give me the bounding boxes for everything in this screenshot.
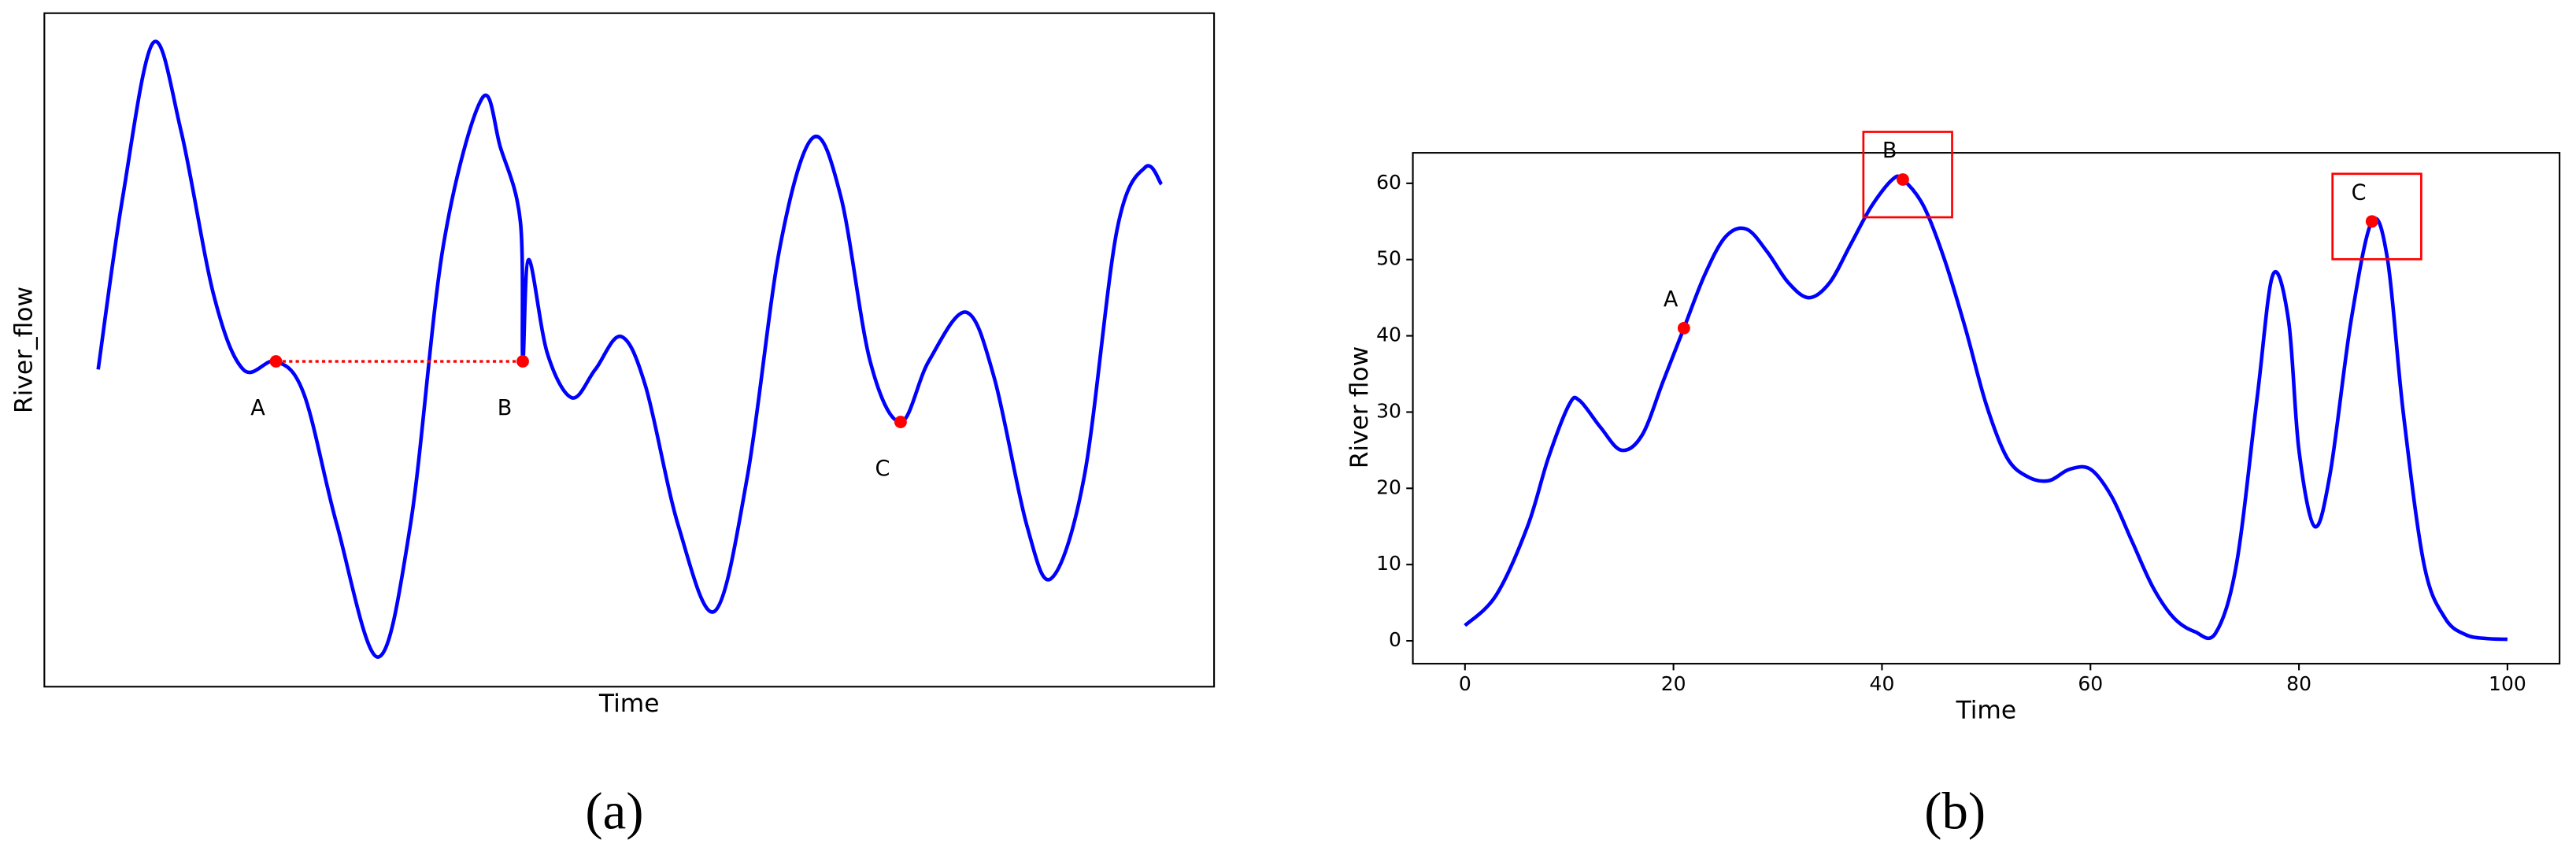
highlight-box bbox=[1862, 131, 1953, 219]
plot-frame bbox=[43, 12, 1216, 688]
y-axis-label: River flow bbox=[1345, 346, 1374, 468]
point-label: C bbox=[2352, 180, 2367, 205]
caption: (a) bbox=[585, 782, 643, 840]
x-tick-label: 80 bbox=[2286, 672, 2311, 695]
x-axis-label: Time bbox=[598, 690, 660, 718]
point-marker bbox=[894, 416, 907, 428]
point-marker bbox=[1677, 321, 1690, 335]
y-tick-label: 10 bbox=[1376, 552, 1401, 575]
y-tick-label: 20 bbox=[1376, 475, 1401, 498]
highlight-box bbox=[2331, 172, 2422, 261]
point-marker bbox=[516, 355, 529, 368]
point-label: A bbox=[1664, 287, 1678, 312]
x-tick-label: 60 bbox=[2078, 672, 2103, 695]
flow-line bbox=[1464, 174, 2508, 642]
flow-line bbox=[96, 39, 1164, 659]
y-tick-label: 50 bbox=[1376, 247, 1401, 270]
caption: (b) bbox=[1924, 782, 1986, 840]
point-label: B bbox=[1882, 139, 1897, 163]
x-axis-label: Time bbox=[1956, 697, 2017, 725]
y-tick-label: 40 bbox=[1376, 324, 1401, 346]
point-label: B bbox=[498, 396, 513, 420]
point-marker bbox=[269, 355, 283, 368]
point-label: C bbox=[875, 457, 890, 481]
x-tick-label: 0 bbox=[1459, 672, 1471, 695]
y-tick-label: 60 bbox=[1376, 171, 1401, 194]
x-tick-label: 100 bbox=[2489, 672, 2526, 695]
x-tick-label: 20 bbox=[1661, 672, 1686, 695]
point-label: A bbox=[250, 396, 265, 420]
point-marker bbox=[1897, 173, 1909, 186]
y-tick-label: 30 bbox=[1376, 399, 1401, 422]
y-axis-label: River_flow bbox=[9, 287, 38, 413]
y-tick-label: 0 bbox=[1389, 628, 1401, 651]
plot-frame bbox=[1412, 152, 2561, 665]
point-marker bbox=[2365, 215, 2378, 228]
x-tick-label: 40 bbox=[1870, 672, 1895, 695]
